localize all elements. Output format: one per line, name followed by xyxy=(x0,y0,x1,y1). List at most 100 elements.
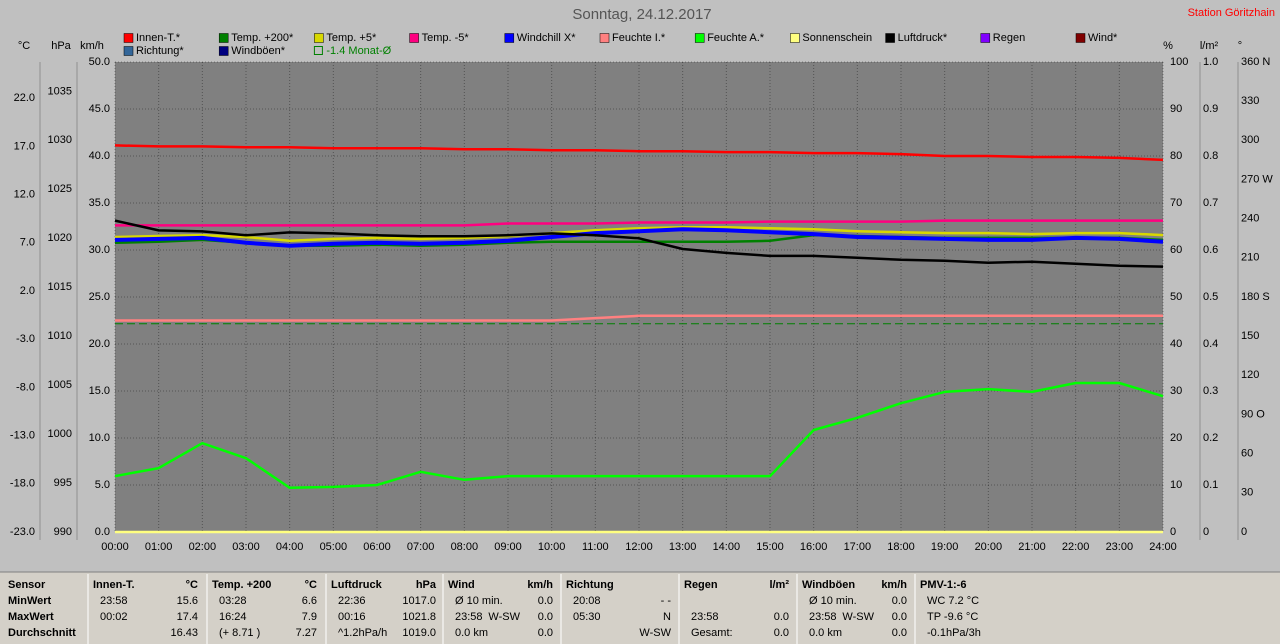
x-tick-label: 10:00 xyxy=(538,541,566,553)
legend-swatch xyxy=(790,33,800,43)
x-tick-label: 23:00 xyxy=(1106,541,1134,553)
footer-cell: °C xyxy=(186,579,198,591)
y-tick-label: 120 xyxy=(1241,369,1259,381)
y-tick-label: 90 xyxy=(1170,103,1182,115)
footer-cell: 16:24 xyxy=(219,611,247,623)
y-tick-label: 60 xyxy=(1241,448,1253,460)
x-tick-label: 15:00 xyxy=(756,541,784,553)
x-tick-label: 16:00 xyxy=(800,541,828,553)
x-tick-label: 07:00 xyxy=(407,541,435,553)
x-tick-label: 12:00 xyxy=(625,541,653,553)
y-tick-label: -18.0 xyxy=(10,478,35,490)
footer-cell: Windböen xyxy=(802,579,855,591)
x-tick-label: 14:00 xyxy=(713,541,741,553)
legend-swatch xyxy=(218,46,229,56)
y-tick-label: 0.3 xyxy=(1203,385,1218,397)
legend-swatch xyxy=(885,33,895,43)
footer-cell: W-SW xyxy=(488,611,520,623)
footer-cell: 0.0 xyxy=(774,611,789,623)
y-tick-label: 0.9 xyxy=(1203,103,1218,115)
y-tick-label: 1020 xyxy=(48,232,72,244)
footer-cell: 03:28 xyxy=(219,595,247,607)
axis-unit: °C xyxy=(18,40,30,52)
footer-cell: Luftdruck xyxy=(331,579,383,591)
footer-cell: MaxWert xyxy=(8,611,54,623)
y-tick-label: 0 xyxy=(1241,526,1247,538)
footer-cell: °C xyxy=(305,579,317,591)
legend-label: Innen-T.* xyxy=(136,32,181,44)
legend-label: Wind* xyxy=(1088,32,1118,44)
chart-title: Sonntag, 24.12.2017 xyxy=(572,6,711,23)
y-tick-label: 1025 xyxy=(48,183,72,195)
y-tick-label: 1.0 xyxy=(1203,56,1218,68)
axis-unit: l/m² xyxy=(1200,40,1219,52)
y-tick-label: 990 xyxy=(54,526,72,538)
y-tick-label: 1005 xyxy=(48,379,72,391)
y-tick-label: 30 xyxy=(1241,487,1253,499)
y-tick-label: 10.0 xyxy=(89,432,110,444)
legend-label: Temp. -5* xyxy=(422,32,470,44)
x-tick-label: 24:00 xyxy=(1149,541,1177,553)
y-tick-label: 20 xyxy=(1170,432,1182,444)
footer-cell: 1021.8 xyxy=(402,611,436,623)
footer-cell: 20:08 xyxy=(573,595,601,607)
axis-unit: km/h xyxy=(80,40,104,52)
footer-cell: 0.0 xyxy=(892,595,907,607)
axis-unit: % xyxy=(1163,40,1173,52)
legend-label: -1.4 Monat-Ø xyxy=(326,45,391,57)
y-tick-label: 0 xyxy=(1170,526,1176,538)
footer-cell: Durchschnitt xyxy=(8,627,76,639)
footer-cell: Richtung xyxy=(566,579,614,591)
station-name: Station Göritzhain xyxy=(1188,7,1275,19)
footer-cell: TP -9.6 °C xyxy=(927,611,978,623)
legend-swatch xyxy=(123,46,134,56)
y-tick-label: 70 xyxy=(1170,197,1182,209)
y-tick-label: 1015 xyxy=(48,281,72,293)
footer-cell: Ø 10 min. xyxy=(455,595,503,607)
footer-cell: ^1.2hPa/h xyxy=(338,627,387,639)
footer-cell: (+ 8.71 ) xyxy=(219,627,260,639)
y-tick-label: 1010 xyxy=(48,330,72,342)
y-tick-label: -8.0 xyxy=(16,381,35,393)
footer-cell: Innen-T. xyxy=(93,579,135,591)
axis-unit: hPa xyxy=(51,40,71,52)
y-tick-label: 0.7 xyxy=(1203,197,1218,209)
y-tick-label: 100 xyxy=(1170,56,1188,68)
x-tick-label: 02:00 xyxy=(189,541,217,553)
y-tick-label: 1000 xyxy=(48,428,72,440)
y-tick-label: 80 xyxy=(1170,150,1182,162)
legend-swatch xyxy=(1075,33,1086,43)
plot-area xyxy=(115,62,1163,532)
x-tick-label: 01:00 xyxy=(145,541,173,553)
footer-cell: W-SW xyxy=(842,611,874,623)
legend-label: Windböen* xyxy=(231,45,286,57)
x-tick-label: 20:00 xyxy=(975,541,1003,553)
footer-cell: 17.4 xyxy=(177,611,198,623)
footer-cell: Ø 10 min. xyxy=(809,595,857,607)
footer-cell: WC 7.2 °C xyxy=(927,595,979,607)
legend-swatch xyxy=(314,33,324,43)
y-tick-label: 210 xyxy=(1241,252,1259,264)
footer-cell: 6.6 xyxy=(302,595,317,607)
y-tick-label: 360 N xyxy=(1241,56,1270,68)
y-tick-label: 90 O xyxy=(1241,408,1265,420)
y-tick-label: 50 xyxy=(1170,291,1182,303)
series-line xyxy=(114,226,1164,243)
footer-cell: 0.0 xyxy=(892,611,907,623)
y-tick-label: 0.2 xyxy=(1203,432,1218,444)
footer-cell: 7.27 xyxy=(296,627,317,639)
legend-swatch xyxy=(123,33,134,43)
series-line xyxy=(114,381,1164,490)
y-tick-label: 60 xyxy=(1170,244,1182,256)
series-line xyxy=(114,144,1164,162)
y-tick-label: 17.0 xyxy=(14,140,35,152)
y-tick-label: 240 xyxy=(1241,213,1259,225)
footer-cell: 0.0 xyxy=(538,627,553,639)
legend-label: Temp. +5* xyxy=(326,32,377,44)
y-tick-label: 25.0 xyxy=(89,291,110,303)
footer-cell: PMV-1:-6 xyxy=(920,579,966,591)
series-line xyxy=(114,219,1164,268)
y-tick-label: 45.0 xyxy=(89,103,110,115)
y-tick-label: 995 xyxy=(54,477,72,489)
